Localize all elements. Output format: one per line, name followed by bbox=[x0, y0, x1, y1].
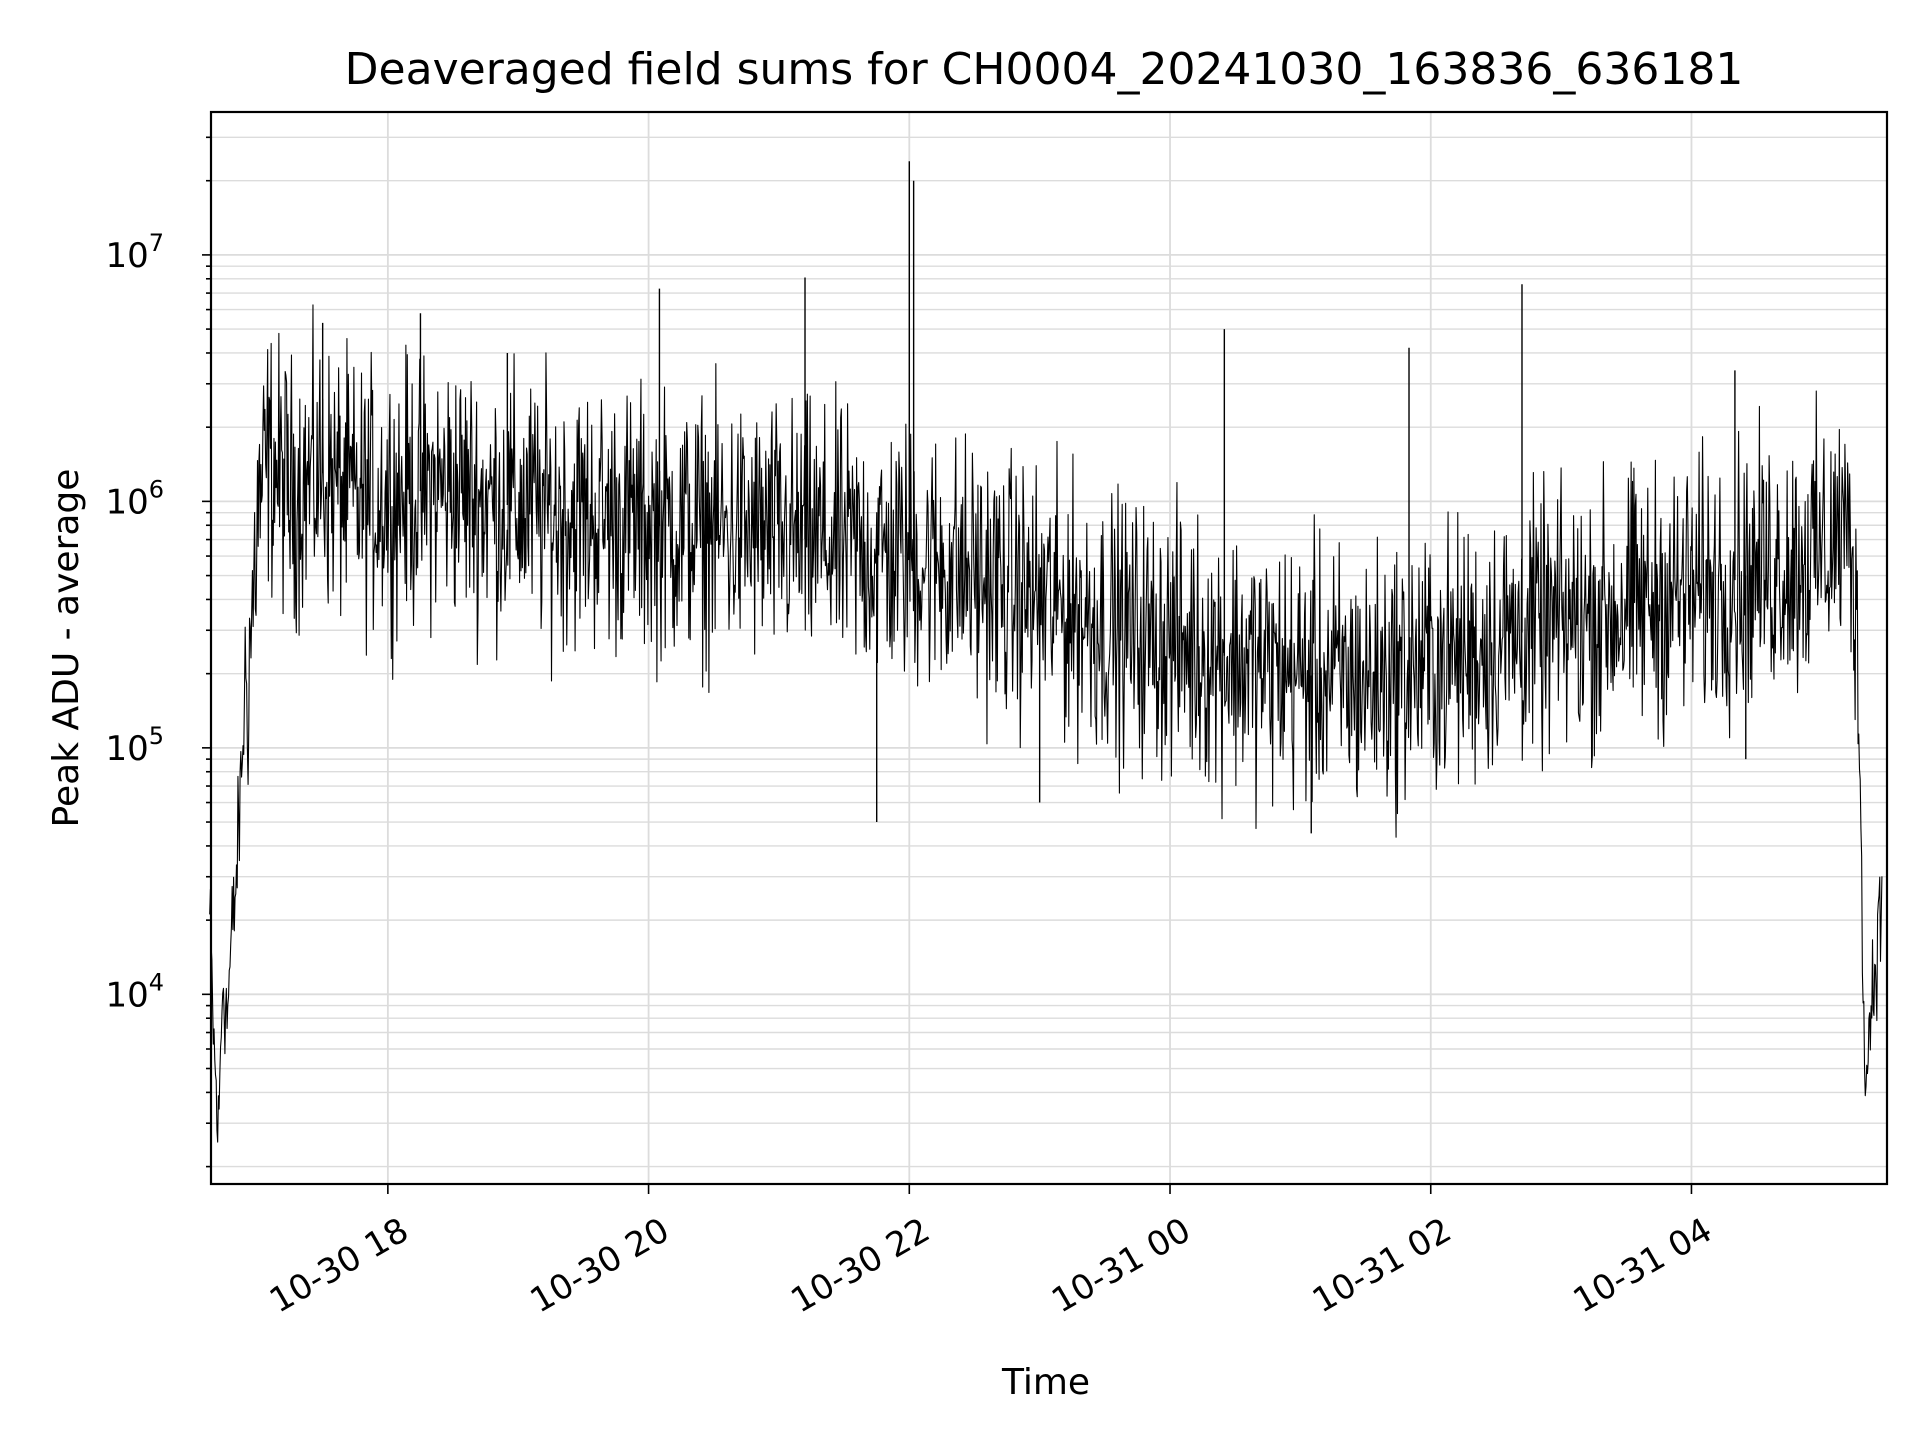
y-tick-label: 106 bbox=[105, 475, 164, 522]
series-line bbox=[209, 304, 1883, 1143]
data-layer bbox=[209, 161, 1883, 1143]
y-tick-base: 10 bbox=[105, 482, 148, 522]
y-tick-exponent: 5 bbox=[149, 722, 164, 750]
y-tick-label: 107 bbox=[105, 229, 164, 276]
y-tick-label: 105 bbox=[105, 722, 164, 769]
y-tick-base: 10 bbox=[105, 729, 148, 769]
y-tick-label: 104 bbox=[105, 968, 164, 1015]
y-tick-exponent: 4 bbox=[149, 968, 164, 996]
y-tick-base: 10 bbox=[105, 975, 148, 1015]
grid bbox=[211, 112, 1887, 1184]
chart-title: Deaveraged field sums for CH0004_2024103… bbox=[345, 44, 1744, 95]
x-axis-label: Time bbox=[1001, 1362, 1090, 1403]
y-axis-label: Peak ADU - average bbox=[46, 469, 87, 828]
y-tick-exponent: 6 bbox=[149, 475, 164, 503]
y-tick-base: 10 bbox=[105, 236, 148, 276]
plot-frame bbox=[209, 110, 1889, 1186]
y-tick-exponent: 7 bbox=[149, 229, 164, 257]
